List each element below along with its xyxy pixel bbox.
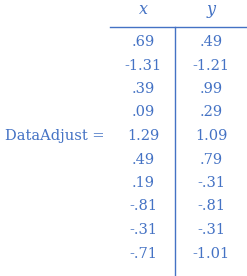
Text: 1.09: 1.09: [195, 129, 227, 143]
Text: y: y: [206, 1, 215, 17]
Text: 1.29: 1.29: [127, 129, 159, 143]
Text: -.71: -.71: [129, 246, 157, 261]
Text: -.31: -.31: [129, 223, 157, 237]
Text: .99: .99: [199, 82, 223, 96]
Text: .09: .09: [131, 105, 155, 120]
Text: DataAdjust =: DataAdjust =: [5, 129, 104, 143]
Text: .39: .39: [131, 82, 155, 96]
Text: -1.21: -1.21: [192, 59, 229, 73]
Text: .69: .69: [131, 35, 155, 49]
Text: x: x: [139, 1, 147, 17]
Text: -1.31: -1.31: [124, 59, 162, 73]
Text: -.31: -.31: [197, 176, 225, 190]
Text: .29: .29: [199, 105, 223, 120]
Text: -.31: -.31: [197, 223, 225, 237]
Text: -1.01: -1.01: [192, 246, 229, 261]
Text: .19: .19: [131, 176, 155, 190]
Text: .49: .49: [131, 153, 155, 166]
Text: .49: .49: [199, 35, 223, 49]
Text: -.81: -.81: [197, 200, 225, 214]
Text: .79: .79: [199, 153, 223, 166]
Text: -.81: -.81: [129, 200, 157, 214]
